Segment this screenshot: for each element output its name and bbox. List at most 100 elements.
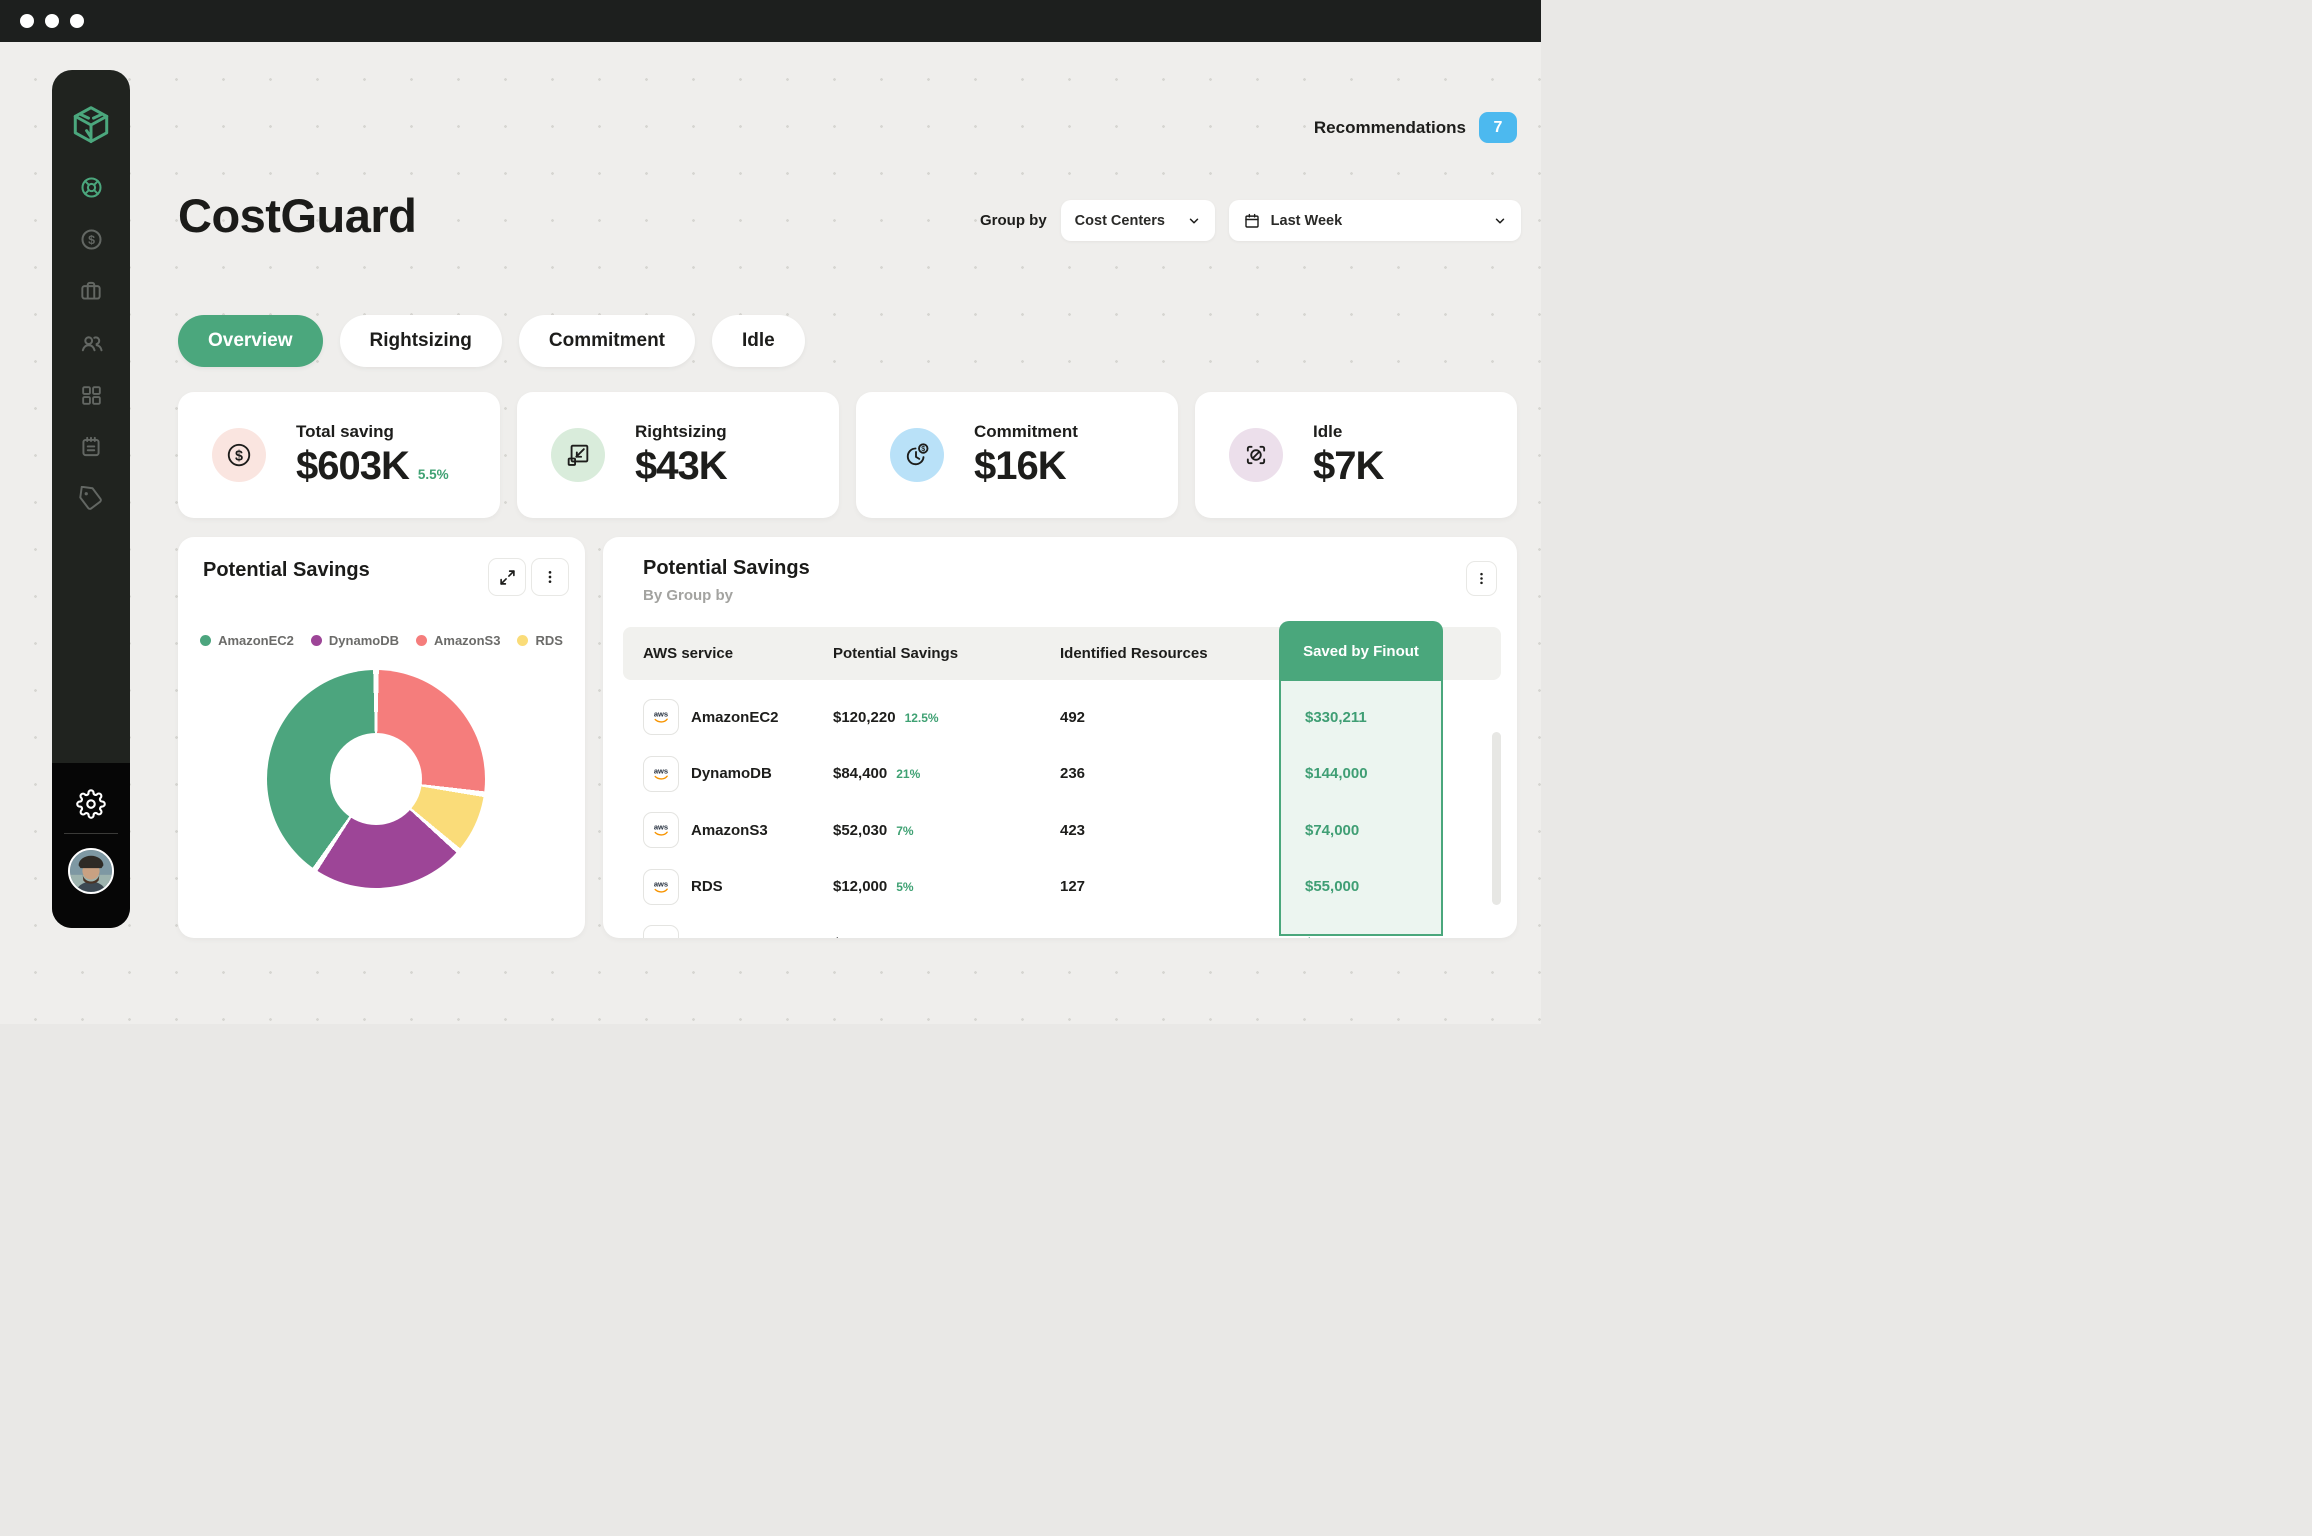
cell-identified-resources: 123456789	[1060, 935, 1135, 938]
kebab-menu-button[interactable]	[531, 558, 569, 596]
stat-delta: 5.5%	[417, 466, 449, 482]
legend-dot	[517, 635, 529, 646]
stat-card-commitment: $ Commitment $16K	[856, 392, 1178, 518]
lifebuoy-icon	[80, 176, 102, 198]
saved-by-finout-column-highlight	[1279, 681, 1443, 936]
sidebar-item-reports[interactable]	[76, 432, 106, 462]
table-row[interactable]: aws RDS $12,000 5% 127 $55,000	[623, 859, 1501, 916]
legend-dot	[416, 635, 427, 646]
window-control-dot[interactable]	[70, 14, 84, 28]
svg-text:aws: aws	[654, 766, 668, 775]
cell-savings-percent: 21%	[896, 767, 921, 782]
stat-value: $603K	[296, 443, 410, 488]
tab-commitment[interactable]: Commitment	[518, 315, 696, 367]
clock-dollar-icon: $	[890, 428, 944, 482]
donut-chart[interactable]	[267, 670, 485, 888]
donut-legend: AmazonEC2 DynamoDB AmazonS3 RDS	[178, 633, 585, 648]
table-row[interactable]: aws RDS $100,000 4.4% 123456789 $100,000	[623, 915, 1501, 938]
tab-idle[interactable]: Idle	[712, 315, 805, 367]
cell-potential-savings: $120,220	[833, 708, 896, 726]
svg-text:$: $	[921, 446, 925, 453]
legend-item[interactable]: AmazonS3	[416, 633, 500, 648]
column-header-saved-by-finout[interactable]: Saved by Finout	[1279, 621, 1443, 681]
sidebar-item-tags[interactable]	[76, 484, 106, 514]
legend-dot	[200, 635, 212, 646]
date-range-value: Last Week	[1270, 212, 1343, 229]
notepad-icon	[82, 436, 100, 457]
tag-icon	[79, 486, 102, 510]
idle-scan-icon	[1229, 428, 1283, 482]
cell-service: DynamoDB	[691, 765, 772, 783]
cell-savings-percent: 7%	[896, 823, 914, 838]
sidebar-item-business[interactable]	[76, 276, 106, 306]
view-tabs: Overview Rightsizing Commitment Idle	[178, 315, 805, 367]
window-control-dot[interactable]	[45, 14, 59, 28]
svg-text:aws: aws	[654, 823, 668, 832]
legend-item[interactable]: DynamoDB	[310, 633, 399, 648]
cell-service: RDS	[691, 935, 723, 938]
column-header-potential-savings[interactable]: Potential Savings	[833, 645, 959, 662]
stat-value: $43K	[635, 443, 728, 488]
user-avatar[interactable]	[68, 848, 114, 894]
tab-overview[interactable]: Overview	[178, 315, 323, 367]
recommendations-count-badge[interactable]: 7	[1479, 112, 1517, 143]
calendar-icon	[1243, 212, 1261, 230]
svg-text:$: $	[235, 448, 243, 464]
stat-card-idle: Idle $7K	[1195, 392, 1517, 518]
legend-dot	[310, 635, 322, 646]
stat-value: $16K	[974, 443, 1067, 488]
dollar-coin-icon: $	[212, 428, 266, 482]
column-header-identified-resources[interactable]: Identified Resources	[1060, 645, 1208, 662]
kebab-icon	[548, 571, 552, 583]
kebab-icon	[1480, 572, 1483, 585]
card-title: Potential Savings	[643, 557, 810, 579]
aws-logo-icon: aws	[643, 925, 679, 938]
sidebar-item-costs[interactable]: $	[76, 224, 106, 254]
potential-savings-donut-card: Potential Savings AmazonEC2 DynamoDB	[178, 537, 585, 938]
kebab-menu-button[interactable]	[1466, 561, 1497, 596]
stat-label: Rightsizing	[635, 421, 727, 441]
gear-icon[interactable]	[76, 789, 106, 819]
sidebar-item-savings[interactable]	[76, 172, 106, 202]
table-row[interactable]: aws AmazonEC2 $120,220 12.5% 492 $330,21…	[623, 689, 1501, 746]
aws-logo-icon: aws	[643, 699, 679, 736]
briefcase-icon	[81, 281, 101, 300]
cell-potential-savings: $84,400	[833, 765, 888, 783]
table-row[interactable]: aws AmazonS3 $52,030 7% 423 $74,000	[623, 802, 1501, 859]
recommendations: Recommendations 7	[1314, 112, 1517, 143]
cell-savings-percent: 4.4%	[905, 937, 932, 938]
stat-label: Idle	[1313, 421, 1343, 441]
svg-text:aws: aws	[654, 879, 668, 888]
cell-potential-savings: $100,000	[833, 935, 896, 938]
header-controls: Group by Cost Centers Last Week	[980, 200, 1521, 241]
table-row[interactable]: aws DynamoDB $84,400 21% 236 $144,000	[623, 746, 1501, 803]
tab-rightsizing[interactable]: Rightsizing	[339, 315, 502, 367]
expand-button[interactable]	[488, 558, 526, 596]
cell-identified-resources: 492	[1060, 708, 1086, 726]
cell-identified-resources: 423	[1060, 821, 1086, 839]
sidebar: $	[52, 70, 130, 928]
cell-service: AmazonEC2	[691, 708, 779, 726]
cube-logo-icon[interactable]	[68, 102, 114, 148]
cell-potential-savings: $12,000	[833, 878, 888, 896]
potential-savings-table-card: Potential Savings By Group by AWS servic…	[603, 537, 1517, 938]
chevron-down-icon	[1493, 214, 1507, 228]
card-title: Potential Savings	[203, 559, 370, 581]
sidebar-item-apps[interactable]	[76, 380, 106, 410]
legend-item[interactable]: RDS	[517, 633, 563, 648]
app-window: $	[0, 0, 1541, 1024]
legend-item[interactable]: AmazonEC2	[200, 633, 294, 648]
column-header-aws-service[interactable]: AWS service	[643, 645, 734, 662]
date-range-select[interactable]: Last Week	[1228, 200, 1521, 241]
group-by-value: Cost Centers	[1074, 212, 1165, 229]
users-icon	[81, 335, 103, 351]
sidebar-item-users[interactable]	[76, 328, 106, 358]
cell-saved-by-finout: $55,000	[1305, 878, 1360, 896]
card-subtitle: By Group by	[643, 587, 734, 604]
cell-potential-savings: $52,030	[833, 821, 888, 839]
dollar-coin-icon: $	[80, 228, 102, 250]
group-by-select[interactable]: Cost Centers	[1060, 200, 1215, 241]
scrollbar-thumb[interactable]	[1492, 732, 1501, 905]
stat-card-total-saving: $ Total saving $603K 5.5%	[178, 392, 500, 518]
window-control-dot[interactable]	[20, 14, 34, 28]
